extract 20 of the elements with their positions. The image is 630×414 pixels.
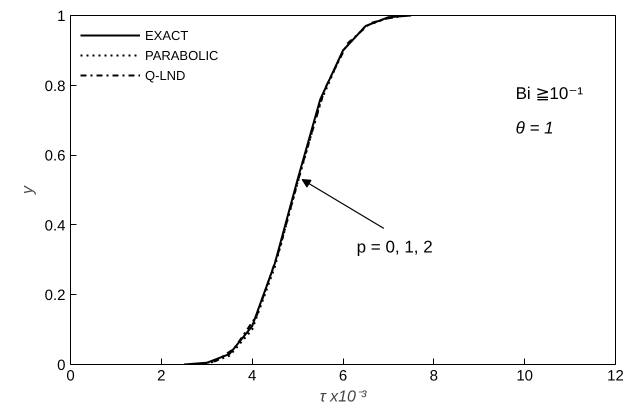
x-tick-label: 10	[516, 368, 534, 384]
x-tick-label: 12	[607, 368, 624, 384]
annotation: Bi ≧10⁻¹	[516, 84, 584, 103]
y-tick-label: 1	[57, 8, 66, 25]
x-tick-label: 4	[248, 368, 256, 384]
y-tick-label: 0.2	[44, 287, 66, 304]
legend-label: Q-LND	[145, 68, 186, 82]
y-tick-label: 0.4	[44, 217, 66, 234]
annotation: θ = 1	[516, 118, 554, 138]
y-axis-title: y	[20, 185, 37, 195]
y-tick-label: 0	[57, 357, 66, 374]
x-axis-title: τ x10⁻³	[320, 388, 367, 406]
legend-label: PARABOLIC	[145, 48, 218, 62]
x-tick-label: 2	[157, 368, 166, 384]
x-tick-label: 8	[430, 368, 438, 384]
legend-label: EXACT	[145, 28, 188, 42]
y-tick-label: 0.6	[44, 148, 66, 165]
annotation: p = 0, 1, 2	[356, 237, 433, 256]
x-tick-label: 6	[338, 368, 348, 384]
y-tick-label: 0.8	[44, 78, 66, 95]
